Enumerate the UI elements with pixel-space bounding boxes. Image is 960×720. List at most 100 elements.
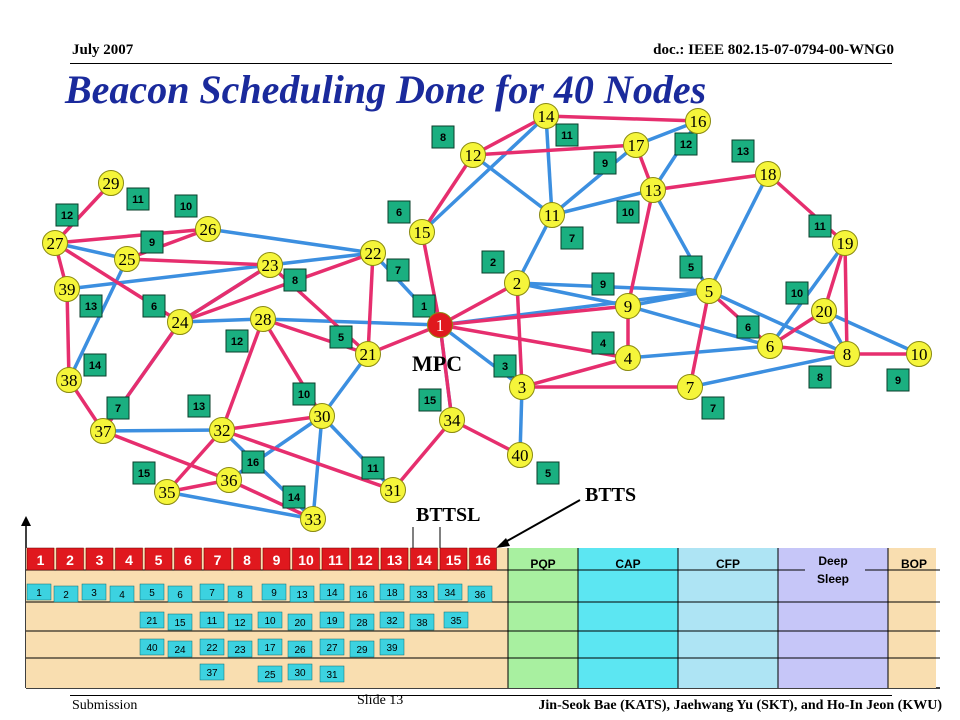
node-40 — [507, 442, 533, 468]
node-17 — [623, 132, 649, 158]
slot-number-box — [262, 547, 291, 571]
scheduled-node: 16 — [356, 590, 368, 601]
scheduled-slot — [199, 638, 225, 656]
btts-label: BTTS — [585, 484, 636, 506]
tree-edge — [472, 143, 637, 157]
slot-box-label: 8 — [292, 275, 298, 287]
node-label: 2 — [513, 274, 522, 293]
footer-authors: Jin-Seok Bae (KATS), Jaehwang Yu (SKT), … — [538, 698, 942, 713]
scheduled-slot — [227, 640, 253, 658]
scheduled-slot — [227, 613, 253, 631]
node-label: 16 — [690, 112, 707, 131]
slot-number: 9 — [273, 552, 281, 568]
mesh-edge — [708, 289, 848, 356]
slot-box — [387, 200, 411, 224]
scheduled-node: 8 — [237, 590, 243, 601]
node-label: 35 — [159, 483, 176, 502]
node-label: 28 — [255, 310, 272, 329]
header-rule — [70, 63, 892, 64]
node-label: 37 — [95, 422, 113, 441]
slot-box-label: 15 — [424, 395, 436, 407]
slot-box — [142, 294, 166, 318]
scheduled-node: 36 — [474, 590, 486, 601]
scheduled-slot — [257, 665, 283, 683]
tree-edge — [53, 181, 113, 245]
scheduled-slot — [319, 638, 345, 656]
scheduled-node: 2 — [63, 590, 69, 601]
scheduled-slot — [379, 611, 405, 629]
scheduled-node: 14 — [326, 588, 338, 599]
phase-label: CFP — [716, 557, 740, 571]
node-29 — [98, 170, 124, 196]
mesh-edge — [544, 115, 554, 216]
node-label: 20 — [816, 302, 833, 321]
slot-box — [736, 315, 760, 339]
node-25 — [114, 246, 140, 272]
slot-number-box — [56, 547, 84, 571]
slot-number: 6 — [184, 552, 192, 568]
node-label: 7 — [686, 378, 695, 397]
node-24 — [167, 309, 193, 335]
mesh-edge — [67, 258, 129, 381]
slot-box — [282, 485, 306, 509]
mpc-label: MPC — [412, 351, 462, 376]
phase-label-bg — [805, 548, 865, 588]
slot-box-label: 8 — [817, 372, 823, 384]
node-28 — [250, 306, 276, 332]
header-date: July 2007 — [72, 42, 134, 58]
slot-box — [493, 354, 517, 378]
node-label: 11 — [544, 206, 560, 225]
slot-box — [808, 365, 832, 389]
slot-box — [126, 187, 150, 211]
scheduled-slot — [227, 585, 253, 603]
mesh-edge — [707, 173, 770, 292]
slot-box — [431, 125, 455, 149]
mesh-edge — [689, 352, 848, 389]
scheduled-slot — [379, 583, 405, 601]
node-31 — [380, 477, 406, 503]
phase-label: Deep — [818, 554, 847, 568]
mesh-edge — [627, 304, 771, 348]
slot-box-label: 7 — [115, 403, 121, 415]
node-label: 30 — [314, 407, 331, 426]
node-label: 39 — [59, 280, 76, 299]
slot-box — [55, 203, 79, 227]
scheduled-node: 6 — [177, 590, 183, 601]
slot-box-label: 1 — [421, 301, 427, 313]
scheduled-node: 34 — [444, 588, 456, 599]
scheduled-slot — [199, 611, 225, 629]
node-1 — [427, 312, 453, 338]
node-38 — [56, 367, 82, 393]
node-label: 12 — [465, 146, 482, 165]
node-label: 29 — [103, 174, 120, 193]
node-label: 5 — [705, 282, 714, 301]
axis-arrow — [21, 516, 31, 526]
scheduled-slot — [109, 585, 135, 603]
slot-number: 16 — [475, 552, 491, 568]
tree-edge — [179, 251, 374, 324]
phase-label: BOP — [901, 557, 927, 571]
slot-box — [187, 394, 211, 418]
node-11 — [539, 202, 565, 228]
tree-edge — [221, 414, 323, 432]
mesh-edge — [179, 317, 264, 324]
slot-number: 14 — [416, 552, 432, 568]
node-label: 9 — [624, 297, 633, 316]
slot-box — [283, 268, 307, 292]
scheduled-slot — [287, 613, 313, 631]
scheduled-node: 37 — [206, 668, 218, 679]
slot-box-label: 5 — [338, 332, 344, 344]
node-3 — [509, 374, 535, 400]
node-20 — [811, 298, 837, 324]
slot-number: 12 — [357, 552, 373, 568]
tree-edge — [521, 356, 629, 389]
node-label: 19 — [837, 234, 854, 253]
slot-box — [481, 250, 505, 274]
node-label: 4 — [624, 349, 633, 368]
scheduled-node: 4 — [119, 590, 125, 601]
node-30 — [309, 403, 335, 429]
scheduled-slot — [319, 611, 345, 629]
slot-box — [560, 226, 584, 250]
scheduled-node: 7 — [209, 588, 215, 599]
